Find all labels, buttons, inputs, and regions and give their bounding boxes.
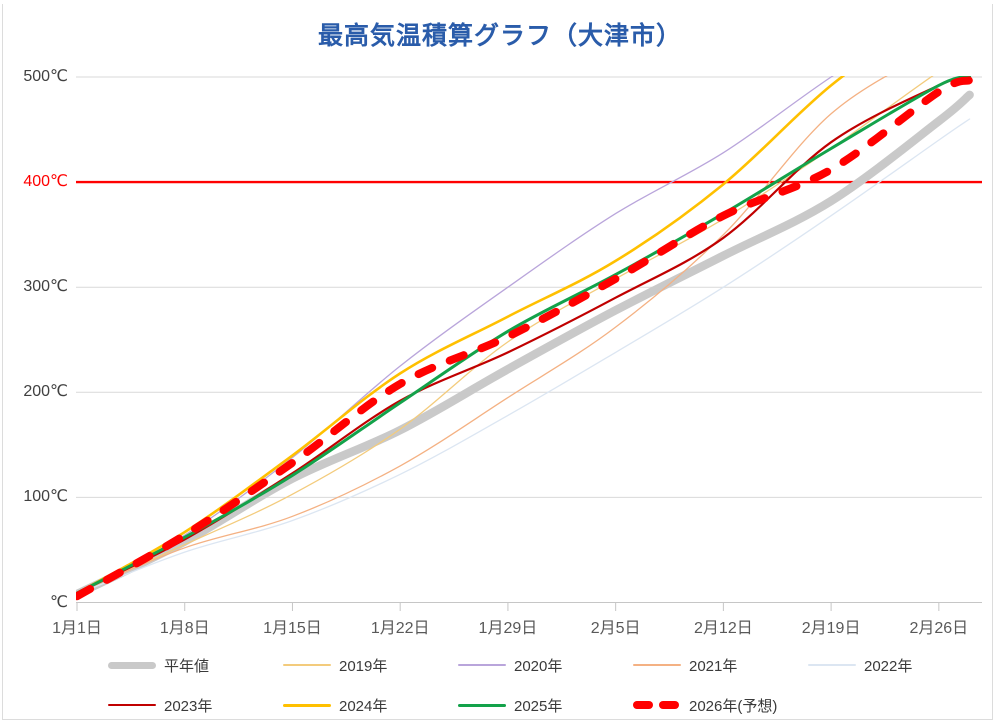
legend-item-2024年: 2024年 — [283, 695, 458, 716]
series-line-2021年 — [76, 76, 888, 594]
series-line-2025年 — [76, 76, 972, 595]
series-line-平年値 — [76, 90, 974, 599]
legend-swatch-2022年 — [808, 664, 858, 666]
legend-swatch-平年値 — [108, 661, 158, 669]
chart-border-left — [2, 4, 3, 719]
legend-line — [458, 664, 506, 666]
legend-label: 2025年 — [514, 697, 563, 715]
y-tick-label: ℃ — [50, 593, 68, 611]
legend-swatch-2023年 — [108, 704, 158, 706]
y-tick-label: 400℃ — [23, 173, 68, 191]
y-tick-label: 500℃ — [23, 68, 68, 85]
legend-swatch-2024年 — [283, 703, 333, 707]
legend-line — [283, 703, 331, 707]
legend-item-2023年: 2023年 — [108, 695, 283, 716]
legend-label: 2021年 — [689, 657, 738, 675]
legend-item-2026年(予想): 2026年(予想) — [633, 695, 808, 716]
x-tick-label: 2月19日 — [801, 620, 861, 637]
legend-dash — [659, 701, 679, 709]
legend-label: 2019年 — [339, 657, 388, 675]
legend-swatch-2026年(予想) — [633, 701, 683, 709]
legend-item-平年値: 平年値 — [108, 655, 283, 676]
chart-border-bottom — [2, 719, 993, 720]
legend-swatch-2021年 — [633, 664, 683, 666]
legend-swatch-2019年 — [283, 664, 333, 666]
series-line-2024年 — [76, 76, 846, 595]
legend-item-2019年: 2019年 — [283, 655, 458, 676]
legend-label: 2023年 — [164, 697, 213, 715]
legend-item-2021年: 2021年 — [633, 655, 808, 676]
legend-item-2022年: 2022年 — [808, 655, 983, 676]
legend-label: 2022年 — [864, 657, 913, 675]
x-tick-label: 2月12日 — [694, 620, 753, 637]
x-tick-label: 1月29日 — [478, 620, 538, 637]
series-line-2026年(予想) — [76, 76, 974, 601]
x-tick-label: 1月22日 — [370, 620, 430, 637]
legend-label: 2026年(予想) — [689, 697, 778, 715]
legend-line — [283, 664, 331, 666]
legend-row-2: 2023年 2024年 2025年 2026年(予想) — [108, 694, 983, 716]
legend-item-2020年: 2020年 — [458, 655, 633, 676]
y-tick-label: 300℃ — [23, 278, 68, 296]
legend-line — [633, 664, 681, 666]
y-tick-label: 100℃ — [23, 488, 68, 506]
x-tick-label: 1月8日 — [159, 620, 210, 637]
y-tick-label: 200℃ — [23, 383, 68, 401]
x-tick-label: 1月15日 — [263, 620, 322, 637]
legend-row-1: 平年値 2019年 2020年 2021年 2022年 — [108, 654, 983, 676]
legend-line — [458, 703, 506, 707]
x-tick-label: 2月5日 — [590, 620, 641, 637]
legend-line — [108, 704, 156, 706]
legend-label: 2024年 — [339, 697, 388, 715]
chart-title: 最高気温積算グラフ（大津市） — [317, 22, 682, 50]
legend-dash — [633, 701, 653, 709]
legend-swatch-2020年 — [458, 664, 508, 666]
x-tick-label: 1月1日 — [52, 620, 102, 637]
legend-label: 平年値 — [164, 657, 210, 675]
x-tick-label: 2月26日 — [909, 620, 969, 637]
chart-border-right — [992, 4, 993, 719]
legend-line — [108, 661, 156, 669]
legend-line — [808, 664, 856, 666]
series-line-2022年 — [76, 118, 971, 595]
legend-item-2025年: 2025年 — [458, 695, 633, 716]
series-line-2020年 — [76, 76, 834, 594]
legend-label: 2020年 — [514, 657, 563, 675]
legend-swatch-2025年 — [458, 703, 508, 707]
